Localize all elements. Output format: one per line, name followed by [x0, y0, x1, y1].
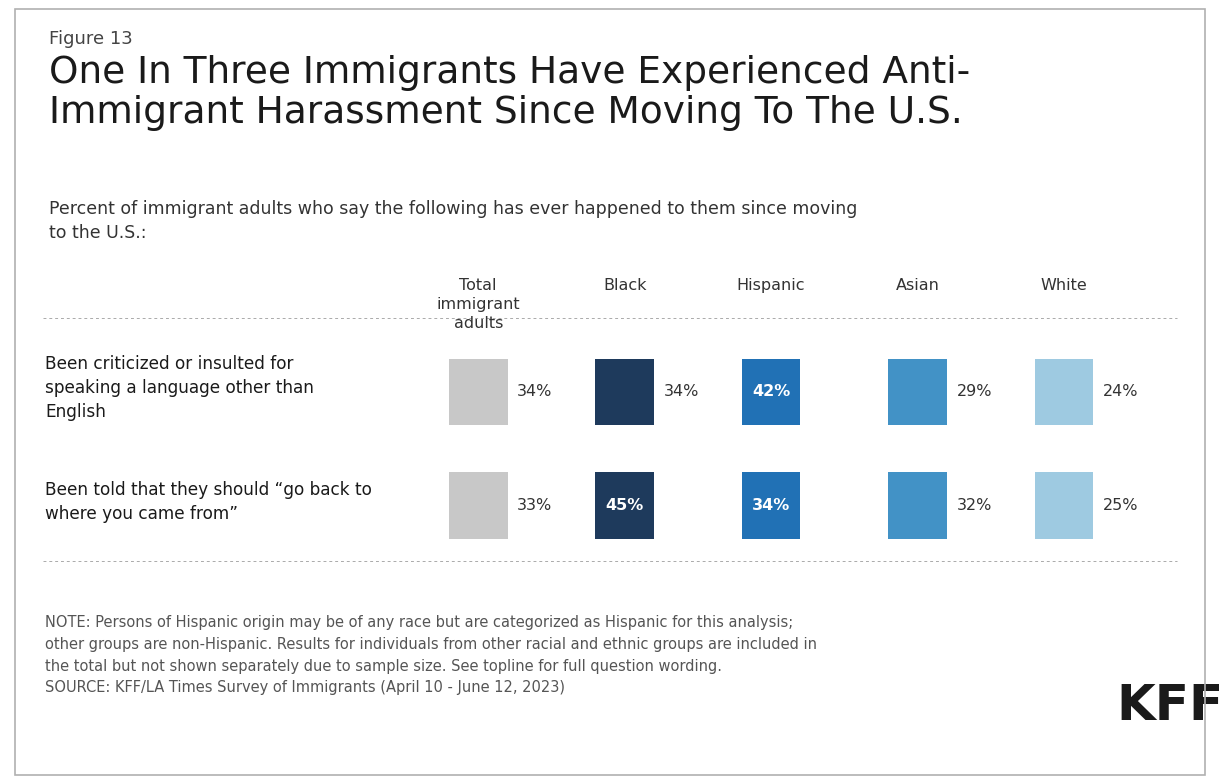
Bar	[449, 359, 508, 425]
Text: 42%: 42%	[752, 384, 791, 400]
Text: 24%: 24%	[1103, 384, 1138, 400]
Text: Hispanic: Hispanic	[737, 278, 805, 293]
Text: Percent of immigrant adults who say the following has ever happened to them sinc: Percent of immigrant adults who say the …	[49, 200, 858, 242]
Text: White: White	[1041, 278, 1087, 293]
Bar	[595, 359, 654, 425]
Bar	[1035, 472, 1093, 539]
Bar	[595, 472, 654, 539]
Text: 34%: 34%	[752, 498, 791, 514]
Text: Been told that they should “go back to
where you came from”: Been told that they should “go back to w…	[45, 481, 372, 523]
Text: 29%: 29%	[956, 384, 992, 400]
Text: NOTE: Persons of Hispanic origin may be of any race but are categorized as Hispa: NOTE: Persons of Hispanic origin may be …	[45, 615, 817, 695]
Text: 25%: 25%	[1103, 498, 1138, 514]
Bar	[742, 359, 800, 425]
Text: 33%: 33%	[517, 498, 553, 514]
Text: 34%: 34%	[664, 384, 699, 400]
Text: Been criticized or insulted for
speaking a language other than
English: Been criticized or insulted for speaking…	[45, 355, 314, 421]
Bar	[742, 472, 800, 539]
Text: Total
immigrant
adults: Total immigrant adults	[437, 278, 520, 331]
Bar	[1035, 359, 1093, 425]
Text: One In Three Immigrants Have Experienced Anti-
Immigrant Harassment Since Moving: One In Three Immigrants Have Experienced…	[49, 55, 970, 131]
Text: 34%: 34%	[517, 384, 553, 400]
Text: 45%: 45%	[605, 498, 644, 514]
Bar	[449, 472, 508, 539]
Text: Black: Black	[603, 278, 647, 293]
Text: Asian: Asian	[895, 278, 939, 293]
Bar	[888, 472, 947, 539]
Text: 32%: 32%	[956, 498, 992, 514]
Text: KFF: KFF	[1116, 682, 1220, 730]
Text: Figure 13: Figure 13	[49, 30, 133, 48]
Bar	[888, 359, 947, 425]
